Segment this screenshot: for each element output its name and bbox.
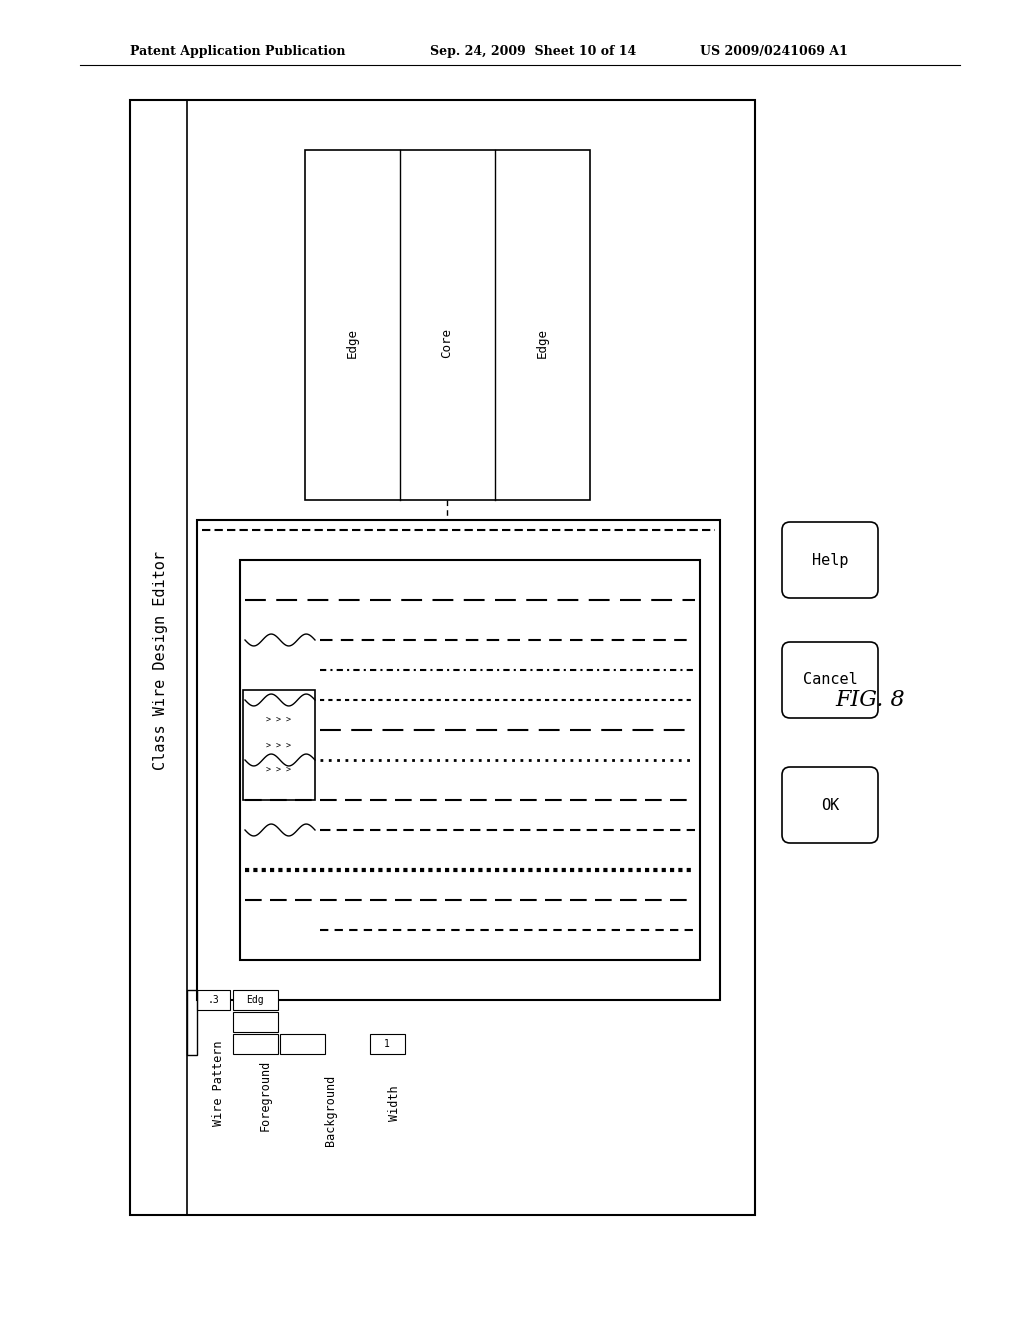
Text: Background: Background (324, 1074, 337, 1146)
Text: Patent Application Publication: Patent Application Publication (130, 45, 345, 58)
Text: .3: .3 (207, 995, 219, 1005)
Text: Wire Pattern: Wire Pattern (212, 1040, 224, 1126)
Bar (233, 990, 278, 1010)
Bar (197, 520, 720, 1001)
Text: Cancel: Cancel (803, 672, 857, 688)
Bar (280, 1034, 325, 1053)
Bar (233, 1012, 278, 1032)
Text: Sep. 24, 2009  Sheet 10 of 14: Sep. 24, 2009 Sheet 10 of 14 (430, 45, 636, 58)
Text: > > >: > > > (266, 715, 292, 725)
Text: Edg: Edg (246, 995, 264, 1005)
FancyBboxPatch shape (782, 767, 878, 843)
Bar (233, 1034, 278, 1053)
FancyBboxPatch shape (782, 642, 878, 718)
Text: Core: Core (440, 327, 454, 358)
Bar (243, 690, 315, 800)
Text: Width: Width (388, 1085, 401, 1121)
Bar (370, 1034, 406, 1053)
Text: FIG. 8: FIG. 8 (836, 689, 905, 711)
Text: Edge: Edge (345, 327, 358, 358)
Bar (130, 100, 755, 1214)
Text: Help: Help (812, 553, 848, 568)
FancyBboxPatch shape (782, 521, 878, 598)
Text: 1: 1 (384, 1039, 390, 1049)
Text: US 2009/0241069 A1: US 2009/0241069 A1 (700, 45, 848, 58)
Bar (197, 990, 230, 1010)
Text: Class Wire Design Editor: Class Wire Design Editor (153, 550, 168, 770)
Text: OK: OK (821, 797, 839, 813)
Text: Edge: Edge (536, 327, 549, 358)
Bar (240, 560, 700, 960)
Bar (305, 150, 590, 500)
Text: > > >: > > > (266, 741, 292, 750)
Bar (187, 990, 197, 1055)
Text: Foreground: Foreground (258, 1060, 271, 1131)
Text: > > >: > > > (266, 766, 292, 775)
